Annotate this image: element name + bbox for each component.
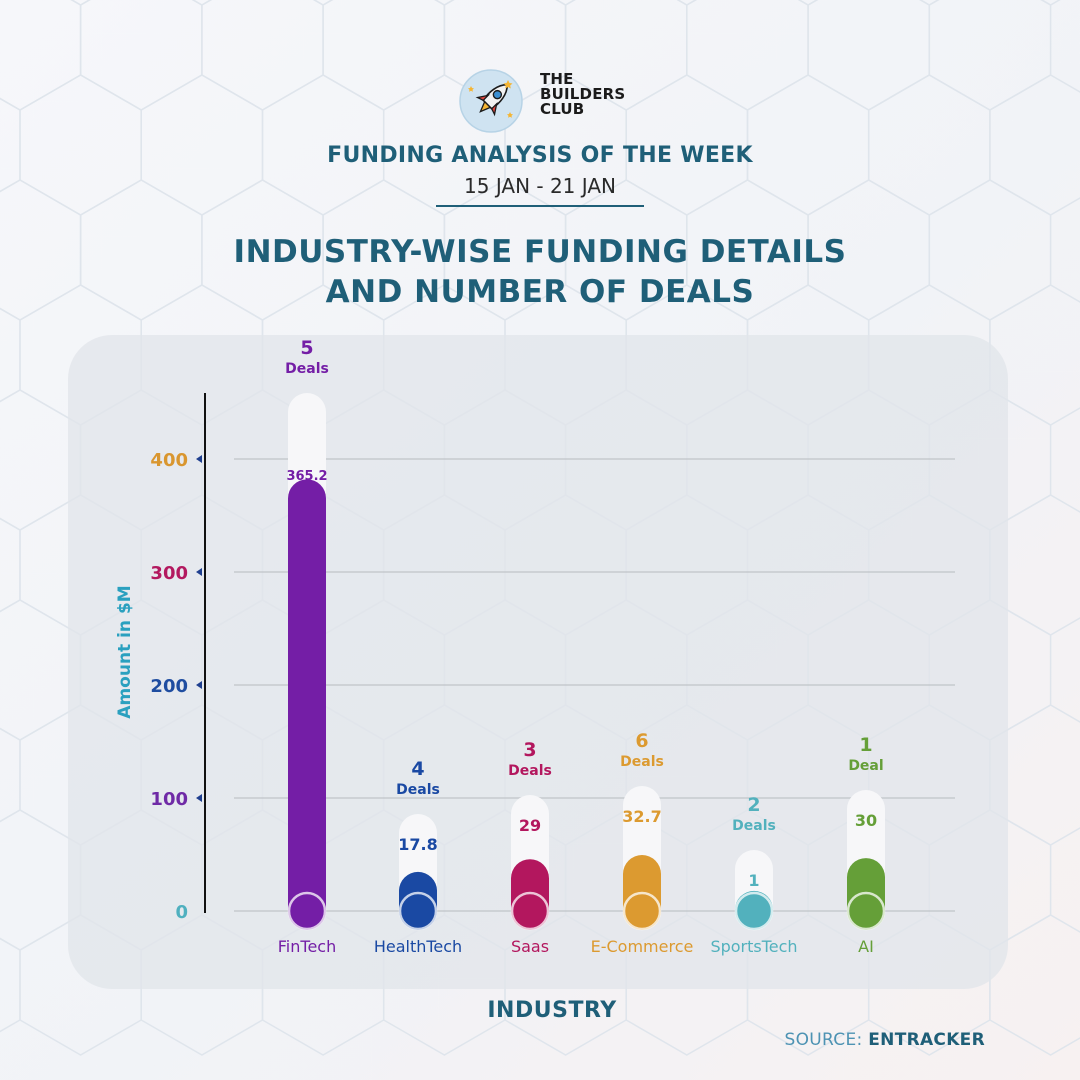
chart-title-line-1: INDUSTRY-WISE FUNDING DETAILS	[233, 234, 847, 270]
hexagon-shape	[989, 914, 1080, 1056]
y-tick-label: 200	[150, 676, 188, 697]
y-axis-title: Amount in $M	[115, 585, 135, 718]
deal-count: 3	[523, 739, 536, 761]
category-label: SportsTech	[710, 937, 797, 956]
bar-sportstech	[734, 850, 774, 931]
headline: FUNDING ANALYSIS OF THE WEEK	[327, 143, 753, 168]
brand-line-2: BUILDERS	[540, 85, 626, 103]
brand-line-1: THE	[540, 70, 574, 88]
date-underline	[436, 205, 644, 207]
deal-label: Deals	[620, 754, 664, 770]
x-axis-title: INDUSTRY	[487, 998, 617, 1023]
value-label: 1	[748, 871, 759, 890]
bar-base-knob	[398, 891, 438, 931]
deal-label: Deals	[396, 782, 440, 798]
bar-base-knob	[510, 891, 550, 931]
bar-fintech	[287, 393, 327, 931]
bar-base-knob	[622, 891, 662, 931]
deal-count: 4	[411, 758, 424, 780]
deal-count: 6	[635, 730, 648, 752]
value-label: 30	[855, 811, 877, 830]
value-label: 32.7	[622, 807, 661, 826]
brand-line-3: CLUB	[540, 100, 585, 118]
y-tick-label: 0	[175, 902, 188, 923]
brand-name: THE BUILDERS CLUB	[540, 72, 625, 117]
y-tick-label: 400	[150, 450, 188, 471]
chart-title: INDUSTRY-WISE FUNDING DETAILS AND NUMBER…	[0, 232, 1080, 312]
y-tick-marker	[196, 681, 202, 689]
deal-count: 1	[859, 734, 872, 756]
category-label: Saas	[511, 937, 549, 956]
date-range: 15 JAN - 21 JAN	[464, 174, 616, 198]
bar-ai	[846, 790, 886, 931]
deal-label: Deals	[508, 763, 552, 779]
bar-e-commerce	[622, 786, 662, 931]
bar-base-knob	[287, 891, 327, 931]
y-tick-label: 100	[150, 789, 188, 810]
deal-label: Deals	[285, 361, 329, 377]
y-tick-marker	[196, 455, 202, 463]
category-label: E-Commerce	[591, 937, 694, 956]
source-label: SOURCE:	[784, 1030, 863, 1050]
bar-saas	[510, 795, 550, 931]
category-label: AI	[858, 937, 874, 956]
category-label: FinTech	[278, 937, 336, 956]
value-label: 365.2	[286, 469, 327, 484]
bar-healthtech	[398, 814, 438, 931]
value-label: 17.8	[398, 835, 437, 854]
deal-label: Deal	[848, 758, 883, 774]
source-name: ENTRACKER	[868, 1030, 985, 1050]
deal-label: Deals	[732, 818, 776, 834]
source-credit: SOURCE: ENTRACKER	[785, 1030, 986, 1050]
chart-title-line-2: AND NUMBER OF DEALS	[325, 274, 755, 310]
category-label: HealthTech	[374, 937, 462, 956]
y-tick-marker	[196, 568, 202, 576]
bar-base-knob	[846, 891, 886, 931]
bar-fill	[288, 479, 326, 930]
deal-count: 2	[747, 794, 760, 816]
y-tick-label: 300	[150, 563, 188, 584]
rocket-icon	[459, 69, 523, 133]
value-label: 29	[519, 816, 541, 835]
deal-count: 5	[300, 337, 313, 359]
bar-base-knob	[734, 891, 774, 931]
y-tick-marker	[196, 794, 202, 802]
